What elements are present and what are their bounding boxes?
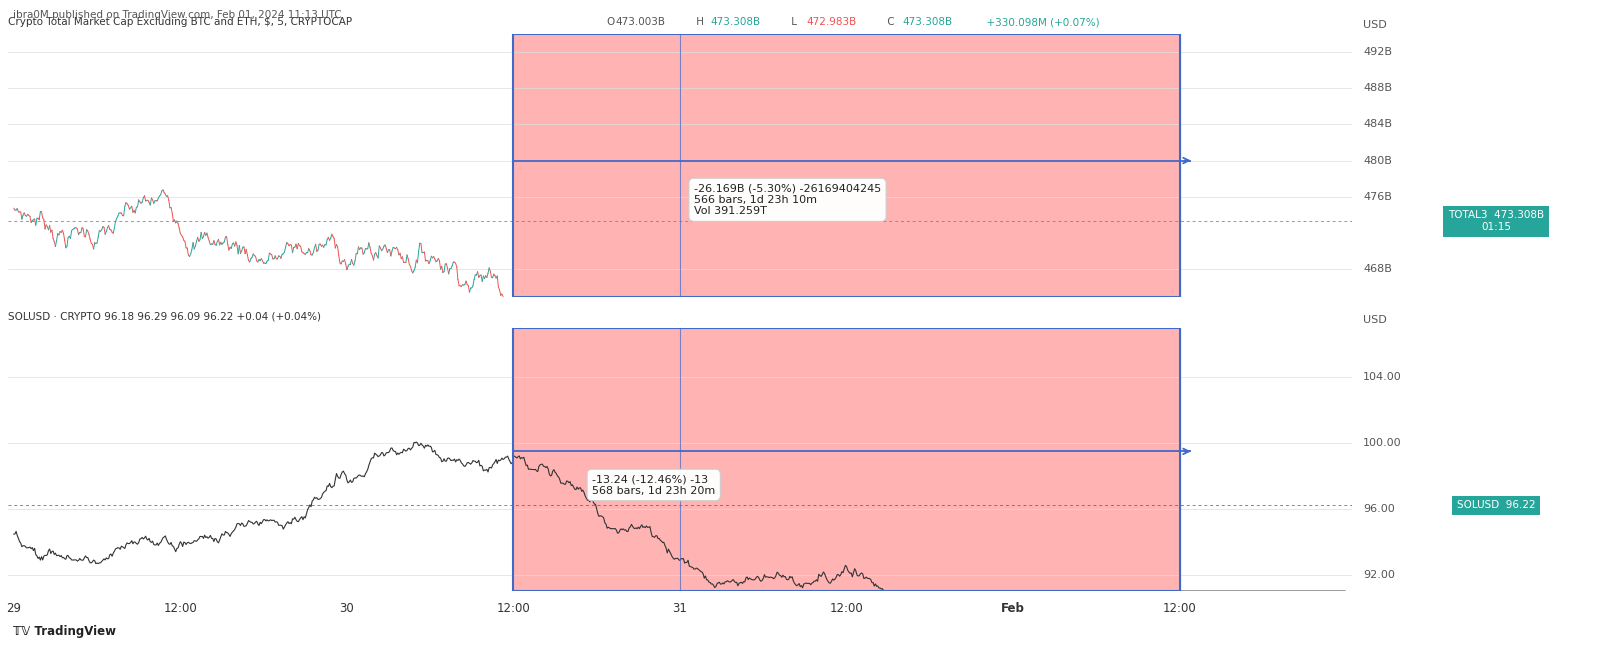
Bar <box>514 34 1179 297</box>
Text: USD: USD <box>1363 21 1387 30</box>
Text: 480B: 480B <box>1363 156 1392 165</box>
Text: 488B: 488B <box>1363 83 1392 93</box>
Text: 473.308B: 473.308B <box>710 17 762 27</box>
Text: 473.003B: 473.003B <box>616 17 666 27</box>
Text: 468B: 468B <box>1363 264 1392 275</box>
Text: USD: USD <box>1363 315 1387 325</box>
Text: Crypto Total Market Cap Excluding BTC and ETH, $, 5, CRYPTOCAP: Crypto Total Market Cap Excluding BTC an… <box>8 17 358 27</box>
Text: 104.00: 104.00 <box>1363 373 1402 382</box>
Text: 𝕋𝕍 TradingView: 𝕋𝕍 TradingView <box>13 625 115 638</box>
Text: H: H <box>693 17 704 27</box>
Text: 100.00: 100.00 <box>1363 438 1402 448</box>
Text: -13.24 (-12.46%) -13
568 bars, 1d 23h 20m: -13.24 (-12.46%) -13 568 bars, 1d 23h 20… <box>592 474 715 495</box>
Text: +330.098M (+0.07%): +330.098M (+0.07%) <box>979 17 1099 27</box>
Text: SOLUSD  96.22: SOLUSD 96.22 <box>1456 500 1536 510</box>
Text: ibra0M published on TradingView.com, Feb 01, 2024 11:13 UTC: ibra0M published on TradingView.com, Feb… <box>13 10 341 19</box>
Text: -26.169B (-5.30%) -26169404245
566 bars, 1d 23h 10m
Vol 391.259T: -26.169B (-5.30%) -26169404245 566 bars,… <box>694 183 882 216</box>
Text: 484B: 484B <box>1363 120 1392 129</box>
Bar <box>514 34 1179 297</box>
Text: SOLUSD · CRYPTO 96.18 96.29 96.09 96.22 +0.04 (+0.04%): SOLUSD · CRYPTO 96.18 96.29 96.09 96.22 … <box>8 311 322 322</box>
Text: 473.308B: 473.308B <box>902 17 952 27</box>
Text: 492B: 492B <box>1363 47 1392 57</box>
Text: O: O <box>606 17 614 27</box>
Text: L: L <box>789 17 797 27</box>
Text: C: C <box>885 17 894 27</box>
Text: 96.00: 96.00 <box>1363 504 1395 514</box>
Bar <box>514 328 1179 591</box>
Text: 476B: 476B <box>1363 192 1392 202</box>
Text: 92.00: 92.00 <box>1363 570 1395 579</box>
Bar <box>514 328 1179 591</box>
Text: TOTAL3  473.308B
01:15: TOTAL3 473.308B 01:15 <box>1448 211 1544 232</box>
Text: 472.983B: 472.983B <box>806 17 858 27</box>
